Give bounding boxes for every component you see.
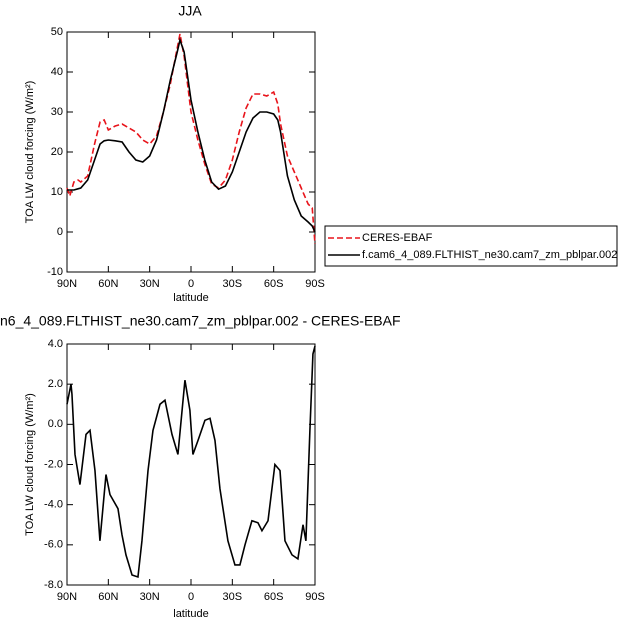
data-line <box>66 33 316 245</box>
x-tick-label: 30S <box>223 278 243 290</box>
x-tick-label: 90N <box>57 278 77 290</box>
y-tick-label: 20 <box>51 146 63 158</box>
x-tick-label: 30N <box>140 591 160 603</box>
legend-label: CERES-EBAF <box>362 232 433 244</box>
y-tick-label: -8.0 <box>44 579 63 591</box>
data-line <box>67 37 316 233</box>
x-tick-label: 60N <box>98 278 118 290</box>
x-tick-label: 90N <box>57 591 77 603</box>
y-tick-label: 2.0 <box>48 378 63 390</box>
y-axis-label: TOA LW cloud forcing (W/m²) <box>24 393 36 536</box>
plot-frame <box>66 343 316 586</box>
y-tick-label: 4.0 <box>48 338 63 350</box>
x-tick-label: 90S <box>305 591 325 603</box>
x-axis-label: latitude <box>173 608 208 620</box>
x-tick-label: 30S <box>223 591 243 603</box>
y-tick-label: 30 <box>51 106 63 118</box>
x-tick-label: 0 <box>188 278 194 290</box>
y-tick-label: -2.0 <box>44 458 63 470</box>
y-tick-label: 10 <box>51 186 63 198</box>
x-tick-label: 90S <box>305 278 325 290</box>
y-tick-label: 0 <box>57 226 63 238</box>
chart-title: n6_4_089.FLTHIST_ne30.cam7_zm_pblpar.002… <box>0 313 401 329</box>
y-axis-label: TOA LW cloud forcing (W/m²) <box>24 81 36 224</box>
y-tick-label: -4.0 <box>44 499 63 511</box>
y-tick-label: -10 <box>47 266 63 278</box>
x-axis-label: latitude <box>173 292 208 304</box>
legend: CERES-EBAF f.cam6_4_089.FLTHIST_ne30.cam7… <box>324 225 618 267</box>
legend-label: f.cam6_4_089.FLTHIST_ne30.cam7_zm_pblpar… <box>362 249 617 261</box>
y-tick-label: -6.0 <box>44 539 63 551</box>
y-tick-label: 40 <box>51 66 63 78</box>
x-tick-label: 0 <box>188 591 194 603</box>
y-tick-label: 50 <box>51 26 63 38</box>
plot-frame <box>66 31 316 273</box>
y-tick-label: 0.0 <box>48 418 63 430</box>
chart-title: JJA <box>178 3 202 19</box>
data-line <box>66 345 316 579</box>
legend-box <box>324 225 618 267</box>
x-tick-label: 60N <box>98 591 118 603</box>
x-tick-label: 60S <box>264 591 284 603</box>
x-tick-label: 60S <box>264 278 284 290</box>
x-tick-label: 30N <box>140 278 160 290</box>
